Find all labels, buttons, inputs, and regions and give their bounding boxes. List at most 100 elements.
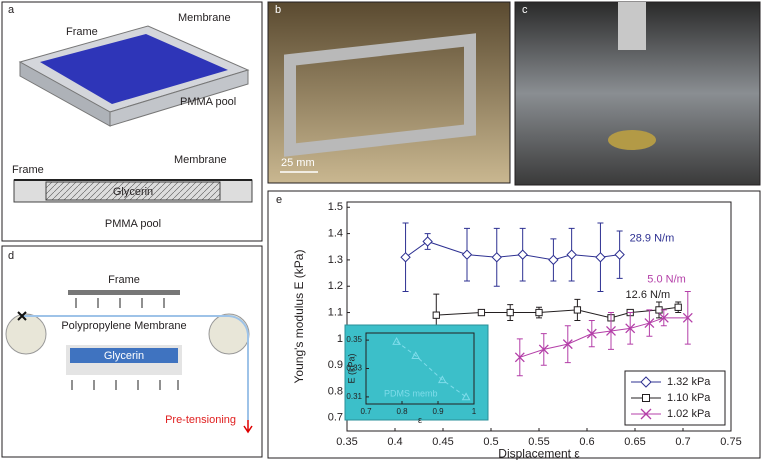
marker — [562, 339, 573, 350]
annotation: 28.9 N/m — [630, 233, 675, 245]
label: Frame — [12, 164, 44, 176]
x-tick-label: 0.55 — [528, 436, 549, 448]
panel-label: a — [8, 4, 15, 16]
glycerin-section — [45, 181, 221, 201]
marker — [674, 303, 682, 311]
x-tick-label: 0.4 — [387, 436, 402, 448]
roller — [208, 313, 250, 355]
y-tick-label: 0.7 — [328, 412, 343, 424]
label: Polypropylene Membrane — [61, 320, 186, 332]
label: Pre-tensioning — [165, 414, 236, 426]
tension-arrow — [243, 420, 253, 434]
main-chart: 0.35 0.4 0.45 0.5 0.55 0.6 0.65 0.7 0.750.70.80.… — [292, 201, 742, 460]
x-axis-label: ε — [418, 415, 422, 425]
annotation: 5.0 N/m — [647, 274, 686, 286]
marker — [658, 312, 669, 323]
panel-label: b — [275, 4, 281, 16]
y-tick-label: 0.33 — [346, 364, 362, 373]
x-tick-label: 0.35 — [336, 436, 357, 448]
label: Membrane — [174, 154, 227, 166]
y-tick-label: 1.4 — [328, 227, 343, 239]
clamp-mark — [17, 311, 27, 321]
marker — [491, 252, 502, 263]
frame-bar — [68, 290, 180, 295]
marker — [477, 308, 486, 317]
y-tick-label: 1.3 — [328, 254, 343, 266]
y-tick-label: 0.8 — [328, 385, 343, 397]
marker — [517, 249, 528, 260]
marker — [506, 308, 514, 317]
label: Frame — [66, 26, 98, 38]
marker — [400, 252, 411, 263]
label: Glycerin — [113, 186, 153, 198]
label: Glycerin — [104, 350, 144, 362]
marker — [461, 392, 471, 401]
y-tick-label: 0.9 — [328, 359, 343, 371]
photo-disc — [608, 130, 656, 150]
marker — [573, 306, 582, 314]
marker — [586, 328, 597, 339]
x-tick-label: 0.6 — [579, 436, 594, 448]
roller — [5, 313, 47, 355]
frame-side — [109, 69, 249, 127]
marker — [535, 308, 543, 317]
marker — [548, 254, 559, 266]
legend-label: 1.10 kPa — [667, 392, 711, 404]
glycerin-box — [70, 348, 178, 363]
marker — [625, 323, 636, 334]
x-tick-label: 0.9 — [432, 407, 444, 416]
membrane-iso — [40, 34, 228, 104]
x-tick-label: 0.8 — [396, 407, 408, 416]
marker — [595, 252, 606, 263]
marker — [437, 375, 447, 384]
marker — [538, 344, 549, 355]
x-tick-label: 1 — [472, 407, 477, 416]
photo-frame — [284, 33, 476, 157]
annotation: 12.6 N/m — [626, 289, 671, 301]
x-tick-label: 0.65 — [624, 436, 645, 448]
marker — [514, 352, 525, 363]
marker — [422, 236, 433, 247]
y-tick-label: 1.5 — [328, 201, 343, 213]
y-tick-label: 0.31 — [346, 392, 362, 401]
marker — [392, 336, 401, 345]
y-tick-label: 1.1 — [328, 306, 343, 318]
marker — [461, 249, 473, 260]
marker — [606, 326, 616, 336]
marker — [411, 351, 421, 360]
legend-marker — [642, 394, 650, 402]
legend-label: 1.32 kPa — [667, 376, 711, 388]
y-tick-label: 1.2 — [328, 280, 343, 292]
x-tick-label: 0.7 — [360, 407, 372, 416]
marker — [432, 311, 440, 319]
series-label: PDMS memb — [384, 388, 438, 398]
y-tick-label: 1 — [337, 333, 343, 345]
label: PMMA pool — [180, 96, 236, 108]
marker — [614, 249, 625, 260]
label: Membrane — [178, 12, 231, 24]
marker — [644, 318, 655, 329]
panel-label: e — [276, 194, 282, 206]
y-axis-label: E (kPa) — [346, 353, 356, 383]
x-tick-label: 0.75 — [720, 436, 741, 448]
panel-label: c — [522, 4, 528, 16]
y-tick-label: 0.35 — [346, 335, 362, 344]
legend-marker — [640, 376, 652, 388]
press-arrows — [75, 298, 165, 308]
x-tick-label: 0.5 — [483, 436, 498, 448]
photo-probe — [618, 2, 646, 50]
label: Frame — [108, 274, 140, 286]
inset-chart: 0.7 0.8 0.9 1 0.31 0.33 0.35 ε E (kPa) PDMS memb — [346, 332, 477, 425]
press-arrows — [71, 380, 179, 390]
marker — [682, 312, 693, 323]
y-axis-label: Young's modulus E (kPa) — [292, 250, 306, 384]
legend-label: 1.02 kPa — [667, 408, 711, 420]
marker — [566, 249, 577, 260]
x-tick-label: 0.7 — [675, 436, 690, 448]
x-axis-label: Displacement ε — [498, 446, 580, 460]
x-tick-label: 0.45 — [432, 436, 453, 448]
legend-marker — [640, 408, 652, 420]
label: PMMA pool — [105, 218, 161, 230]
